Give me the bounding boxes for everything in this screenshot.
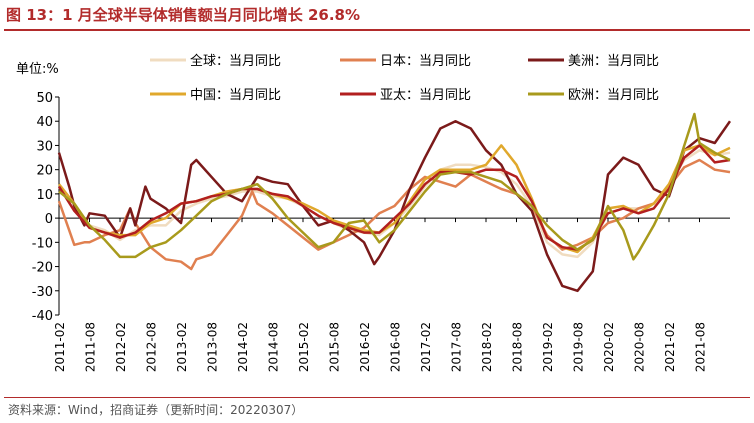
x-tick-label: 2011-02	[53, 322, 67, 372]
x-tick-label: 2013-02	[175, 322, 189, 372]
x-tick-label: 2016-08	[389, 322, 403, 372]
x-tick-label: 2021-08	[694, 322, 708, 372]
x-tick-label: 2016-02	[358, 322, 372, 372]
source-note: 资料来源：Wind，招商证券（更新时间：20220307）	[8, 403, 304, 417]
x-tick-label: 2020-02	[602, 322, 616, 372]
x-tick-label: 2017-02	[419, 322, 433, 372]
x-tick-label: 2015-02	[297, 322, 311, 372]
legend-label: 美洲：当月同比	[568, 54, 659, 69]
series-line-5	[58, 112, 731, 261]
title-divider	[4, 29, 750, 31]
figure-title: 图 13：1 月全球半导体销售额当月同比增长 26.8%	[6, 6, 361, 24]
x-tick-label: 2013-08	[206, 322, 220, 372]
y-tick-label: 40	[36, 115, 53, 130]
series-line-3	[58, 144, 731, 254]
x-tick-label: 2019-02	[541, 322, 555, 372]
y-tick-label: -30	[32, 285, 53, 300]
legend-label: 全球：当月同比	[190, 53, 281, 69]
y-tick-label: -20	[32, 261, 53, 276]
y-tick-label: -10	[32, 236, 53, 251]
x-tick-label: 2018-08	[511, 322, 525, 372]
y-tick-label: 0	[45, 212, 53, 227]
x-tick-label: 2017-08	[450, 322, 464, 372]
x-tick-label: 2012-02	[114, 322, 128, 372]
y-tick-label: 20	[36, 164, 53, 179]
y-tick-label: 10	[36, 188, 53, 203]
x-tick-label: 2014-02	[236, 322, 250, 372]
x-tick-label: 2012-08	[145, 322, 159, 372]
x-tick-label: 2021-02	[663, 322, 677, 372]
y-tick-label: 50	[36, 91, 53, 106]
x-tick-label: 2014-08	[267, 322, 281, 372]
series-line-2	[57, 119, 732, 293]
legend-label: 亚太：当月同比	[380, 88, 471, 103]
y-tick-label: 30	[36, 139, 53, 154]
series-line-4	[57, 144, 731, 251]
legend-label: 日本：当月同比	[380, 54, 471, 69]
y-axis-unit-label: 单位:%	[16, 62, 59, 77]
x-tick-label: 2020-08	[633, 322, 647, 372]
series-lines-layer	[57, 112, 732, 293]
series-line-1	[57, 158, 731, 271]
legend-label: 欧洲：当月同比	[568, 88, 659, 103]
x-tick-label: 2015-08	[328, 322, 342, 372]
x-tick-label: 2018-02	[480, 322, 494, 372]
x-tick-label: 2019-08	[572, 322, 586, 372]
source-divider	[4, 397, 750, 398]
legend-label: 中国：当月同比	[190, 88, 281, 103]
y-tick-label: -40	[32, 309, 53, 324]
x-tick-label: 2011-08	[84, 322, 98, 372]
